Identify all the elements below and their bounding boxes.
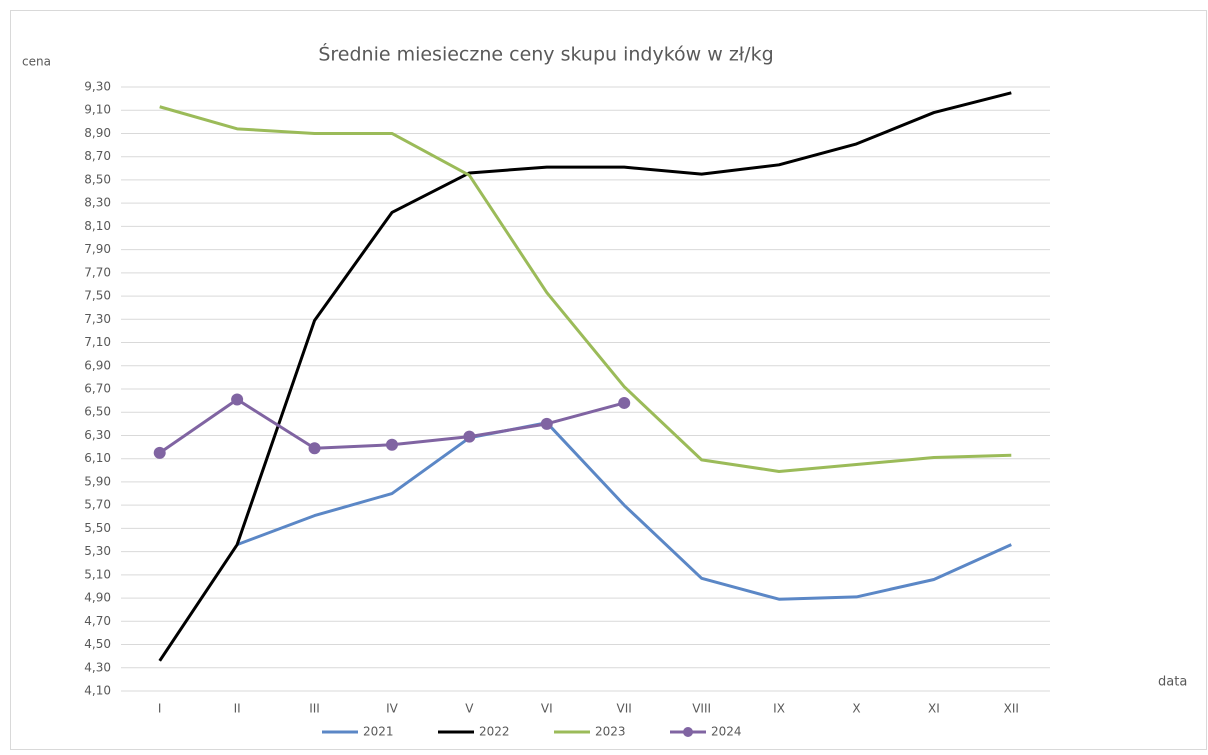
y-tick-label: 7,30 — [84, 312, 111, 326]
chart-border — [10, 10, 1207, 750]
series-marker — [540, 417, 553, 430]
series-line — [159, 105, 1012, 473]
y-tick-label: 5,90 — [84, 474, 111, 488]
series-line — [158, 91, 1012, 662]
x-axis-label: data — [1158, 675, 1187, 690]
y-tick-label: 4,10 — [84, 684, 111, 698]
x-tick-label: II — [234, 702, 241, 716]
series-marker — [463, 430, 476, 443]
y-tick-label: 6,70 — [84, 382, 111, 396]
series-marker — [153, 446, 166, 459]
legend-label: 2024 — [711, 725, 742, 739]
series-marker — [385, 438, 398, 451]
y-tick-label: 6,90 — [84, 358, 111, 372]
y-tick-label: 9,30 — [84, 80, 111, 94]
y-tick-label: 8,90 — [84, 126, 111, 140]
legend-label: 2022 — [479, 725, 510, 739]
legend-label: 2021 — [363, 725, 394, 739]
x-tick-label: VIII — [692, 702, 711, 716]
y-tick-label: 7,50 — [84, 289, 111, 303]
y-tick-label: 8,70 — [84, 149, 111, 163]
y-tick-label: 9,10 — [84, 103, 111, 117]
series-marker — [231, 393, 244, 406]
y-tick-label: 8,50 — [84, 172, 111, 186]
chart-title: Średnie miesieczne ceny skupu indyków w … — [318, 42, 773, 66]
y-tick-label: 5,10 — [84, 567, 111, 581]
y-tick-label: 5,50 — [84, 521, 111, 535]
series-line — [236, 421, 1012, 601]
series-marker — [618, 396, 631, 409]
y-tick-label: 8,30 — [84, 196, 111, 210]
y-tick-label: 7,70 — [84, 265, 111, 279]
x-tick-label: XII — [1004, 702, 1019, 716]
x-tick-label: VI — [541, 702, 553, 716]
series-marker — [308, 442, 321, 455]
y-tick-label: 5,30 — [84, 544, 111, 558]
y-tick-label: 4,90 — [84, 591, 111, 605]
x-tick-label: V — [465, 702, 474, 716]
x-tick-label: X — [852, 702, 860, 716]
y-tick-label: 6,30 — [84, 428, 111, 442]
y-tick-label: 6,50 — [84, 405, 111, 419]
y-tick-label: 4,70 — [84, 614, 111, 628]
x-tick-label: III — [309, 702, 320, 716]
y-tick-label: 4,50 — [84, 637, 111, 651]
x-tick-label: IV — [386, 702, 399, 716]
y-tick-label: 5,70 — [84, 498, 111, 512]
y-tick-label: 7,10 — [84, 335, 111, 349]
legend-label: 2023 — [595, 725, 626, 739]
x-tick-label: VII — [617, 702, 632, 716]
x-tick-label: I — [158, 702, 162, 716]
x-tick-label: IX — [773, 702, 785, 716]
y-tick-label: 6,10 — [84, 451, 111, 465]
y-tick-label: 7,90 — [84, 242, 111, 256]
legend-marker — [683, 727, 693, 737]
x-tick-label: XI — [928, 702, 940, 716]
y-tick-label: 4,30 — [84, 660, 111, 674]
y-axis-label: cena — [22, 55, 51, 69]
y-tick-label: 8,10 — [84, 219, 111, 233]
